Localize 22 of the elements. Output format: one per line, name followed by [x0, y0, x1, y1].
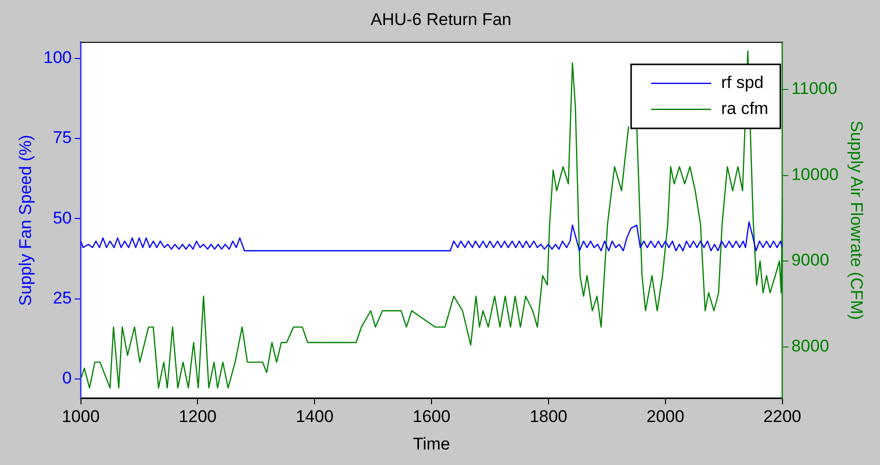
y2-tick-label: 8000	[791, 336, 830, 356]
legend-label: rf spd	[721, 73, 764, 92]
legend-label: ra cfm	[721, 99, 768, 118]
y2-axis-title: Supply Air Flowrate (CFM)	[847, 120, 866, 320]
y-tick-label: 50	[52, 208, 72, 228]
chart-title: AHU-6 Return Fan	[370, 10, 512, 29]
x-tick-label: 1200	[178, 407, 217, 426]
x-tick-label: 2200	[763, 407, 802, 426]
y-tick-label: 75	[52, 128, 72, 148]
x-tick-label: 1800	[530, 407, 568, 426]
x-tick-label: 2000	[646, 407, 684, 426]
y-tick-label: 0	[62, 368, 72, 388]
x-tick-label: 1400	[296, 407, 334, 426]
y2-tick-label: 10000	[791, 164, 839, 184]
y-tick-label: 100	[43, 48, 72, 68]
y-tick-label: 25	[52, 288, 72, 308]
x-axis-title: Time	[412, 434, 450, 454]
x-tick-label: 1600	[412, 407, 450, 426]
y-axis-title: Supply Fan Speed (%)	[16, 134, 35, 306]
y2-tick-label: 9000	[791, 250, 830, 270]
y2-tick-label: 11000	[791, 79, 838, 98]
x-tick-label: 1000	[62, 407, 100, 426]
